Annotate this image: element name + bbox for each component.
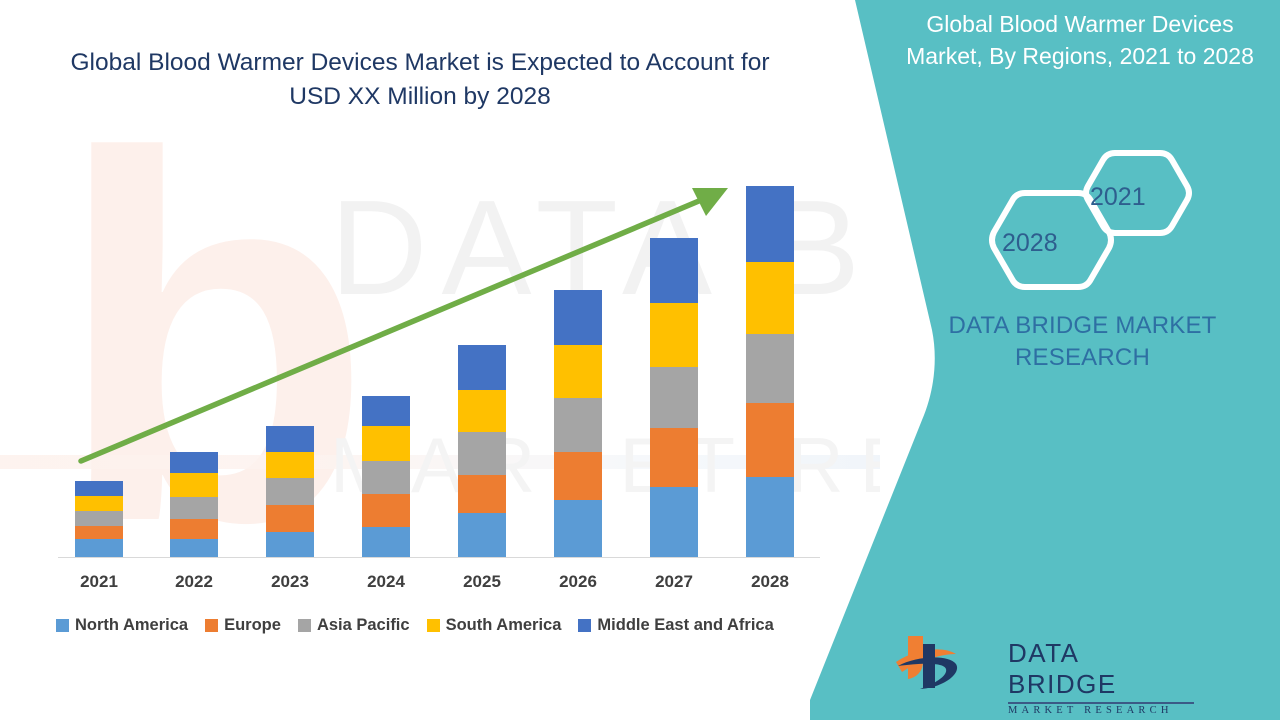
bar-2025: [458, 0, 506, 557]
bar-segment-europe: [650, 428, 698, 487]
bar-segment-south-america: [746, 262, 794, 334]
bar-segment-south-america: [170, 473, 218, 497]
bar-segment-south-america: [458, 390, 506, 432]
bar-2026: [554, 0, 602, 557]
bar-segment-middle-east-and-africa: [554, 290, 602, 345]
bar-2022: [170, 0, 218, 557]
panel-title: Global Blood Warmer Devices Market, By R…: [906, 11, 1254, 69]
bar-2028: [746, 0, 794, 557]
hexagon-badges: 2021 2028: [980, 145, 1195, 290]
hexagon-2028-label: 2028: [1002, 229, 1058, 257]
x-label-2026: 2026: [559, 572, 597, 591]
x-axis-labels: 2021 2022 2023 2024 2025 2026 2027 2028: [0, 572, 880, 600]
bar-segment-asia-pacific: [650, 367, 698, 428]
bar-segment-north-america: [746, 477, 794, 557]
bar-segment-north-america: [170, 539, 218, 557]
x-label-2023: 2023: [271, 572, 309, 591]
bar-segment-middle-east-and-africa: [746, 186, 794, 262]
hexagon-2021-label: 2021: [1090, 183, 1146, 211]
x-label-2022: 2022: [175, 572, 213, 591]
bar-segment-north-america: [266, 532, 314, 557]
legend-label: South America: [445, 616, 562, 634]
bar-segment-europe: [554, 452, 602, 500]
bar-segment-middle-east-and-africa: [458, 345, 506, 390]
legend-label: Middle East and Africa: [597, 616, 774, 634]
bar-2027: [650, 0, 698, 557]
teal-side-panel: [810, 0, 1280, 720]
bar-segment-north-america: [362, 527, 410, 557]
chart-legend: North America Europe Asia Pacific South Ame…: [56, 616, 791, 635]
bar-segment-europe: [362, 494, 410, 527]
legend-swatch-icon: [578, 619, 592, 632]
bar-segment-middle-east-and-africa: [266, 426, 314, 452]
page-title: Global Blood Warmer Devices Market is Ex…: [70, 49, 770, 110]
bar-2023: [266, 0, 314, 557]
bar-2024: [362, 0, 410, 557]
legend-label: Europe: [224, 616, 281, 634]
logo-main-text: DATA BRIDGE: [1008, 638, 1117, 699]
bar-segment-europe: [458, 475, 506, 513]
legend-swatch-icon: [426, 619, 440, 632]
bar-segment-south-america: [362, 426, 410, 461]
legend-label: Asia Pacific: [316, 616, 410, 634]
bar-segment-south-america: [75, 496, 123, 511]
legend-label: North America: [75, 616, 189, 634]
bar-segment-europe: [746, 403, 794, 477]
stacked-bar-chart: 2021 2022 2023 2024 2025 2026 2027 2028 North A…: [0, 0, 880, 635]
bar-segment-north-america: [75, 539, 123, 557]
x-label-2024: 2024: [367, 572, 405, 591]
bar-segment-asia-pacific: [746, 334, 794, 403]
bar-segment-asia-pacific: [362, 461, 410, 494]
legend-item-south-america[interactable]: South America: [426, 616, 562, 635]
bar-segment-middle-east-and-africa: [650, 238, 698, 303]
bar-segment-middle-east-and-africa: [362, 396, 410, 426]
bar-segment-north-america: [650, 487, 698, 557]
x-label-2027: 2027: [655, 572, 693, 591]
bar-segment-europe: [170, 519, 218, 539]
legend-item-europe[interactable]: Europe: [205, 616, 281, 635]
legend-item-asia-pacific[interactable]: Asia Pacific: [297, 616, 410, 635]
bar-segment-north-america: [458, 513, 506, 557]
legend-swatch-icon: [205, 619, 219, 632]
bar-segment-north-america: [554, 500, 602, 557]
x-label-2025: 2025: [463, 572, 501, 591]
bar-segment-asia-pacific: [266, 478, 314, 505]
bar-segment-south-america: [266, 452, 314, 478]
logo-text-block: DATA BRIDGE MARKET RESEARCH: [1008, 638, 1194, 716]
bar-segment-asia-pacific: [458, 432, 506, 475]
logo-b-mark: [896, 636, 958, 689]
growth-arrow: [78, 188, 728, 464]
bar-segment-middle-east-and-africa: [170, 452, 218, 473]
hexagon-2028-shape: [989, 190, 1114, 290]
bar-segment-europe: [75, 526, 123, 539]
bar-segment-south-america: [650, 303, 698, 367]
legend-swatch-icon: [297, 619, 311, 632]
x-label-2021: 2021: [80, 572, 118, 591]
bar-segment-middle-east-and-africa: [75, 481, 123, 496]
bar-segment-asia-pacific: [170, 497, 218, 519]
data-bridge-logo: DATA BRIDGE MARKET RESEARCH: [890, 632, 1194, 716]
legend-item-middle-east-and-africa[interactable]: Middle East and Africa: [578, 616, 774, 635]
logo-sub-text: MARKET RESEARCH: [1008, 704, 1173, 716]
x-label-2028: 2028: [751, 572, 789, 591]
hexagon-2021-shape: [1083, 150, 1192, 236]
logo-divider: [1008, 702, 1194, 704]
bar-segment-south-america: [554, 345, 602, 398]
bar-2021: [75, 0, 123, 557]
bar-segment-europe: [266, 505, 314, 532]
bars-layer: [75, 0, 794, 557]
legend-swatch-icon: [56, 619, 69, 632]
panel-brand-name: DATA BRIDGE MARKET RESEARCH: [948, 312, 1217, 371]
bar-segment-asia-pacific: [75, 511, 123, 526]
legend-item-north-america[interactable]: North America: [56, 616, 188, 635]
bar-segment-asia-pacific: [554, 398, 602, 452]
x-axis-line: [58, 557, 820, 558]
